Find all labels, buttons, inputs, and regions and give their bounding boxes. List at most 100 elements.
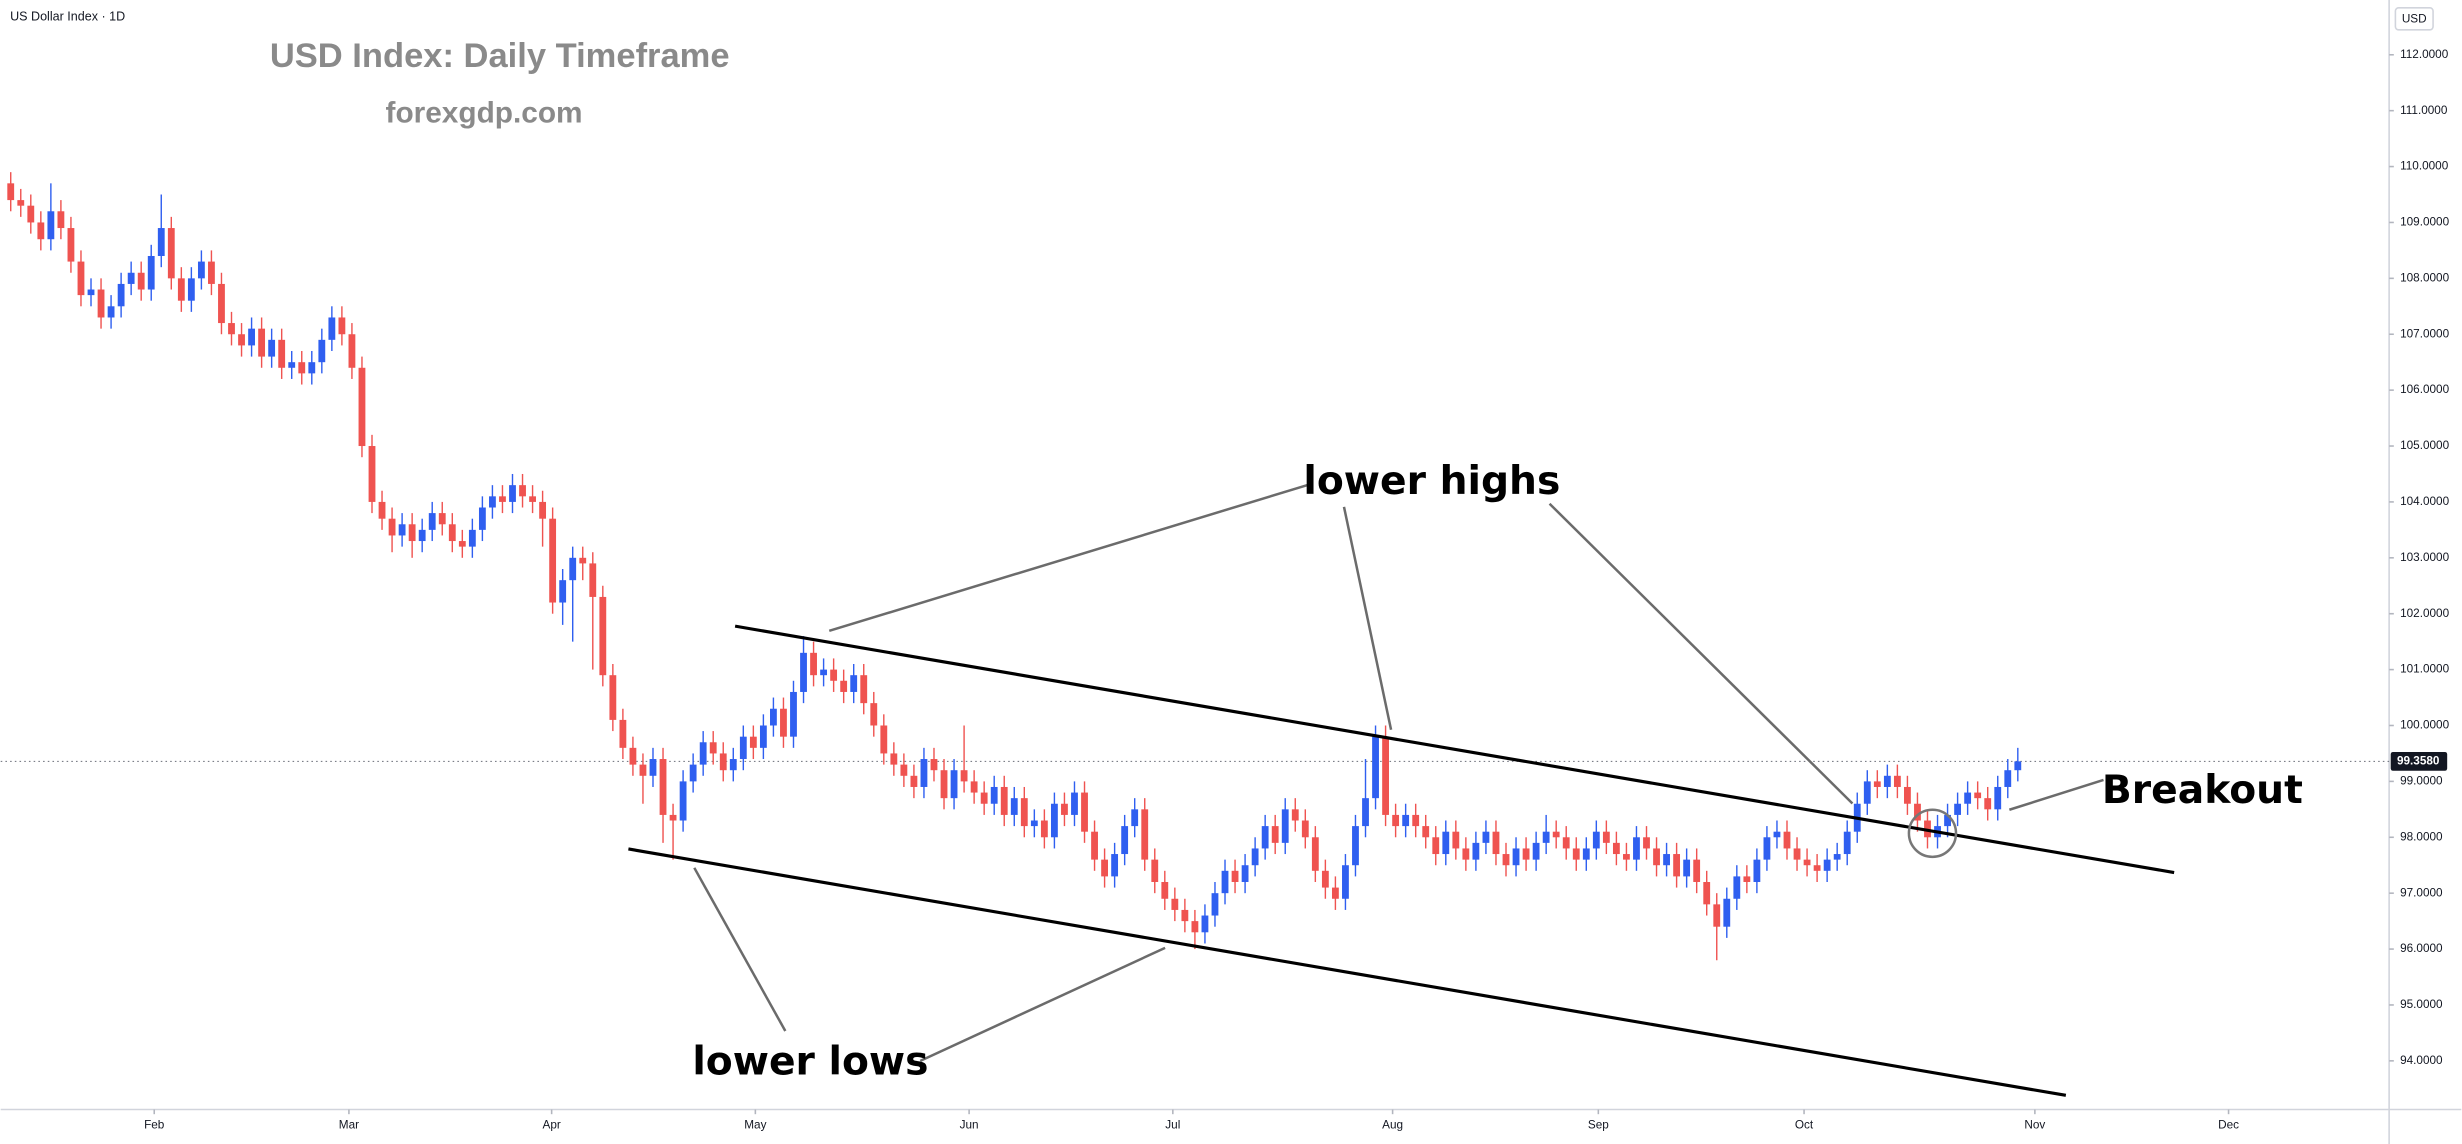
candle-body (900, 764, 908, 776)
candle-body (1201, 915, 1209, 933)
candle-body (358, 367, 366, 447)
candle-body (1984, 798, 1992, 810)
candle-body (489, 496, 496, 508)
candle-body (7, 183, 15, 201)
candle-body (97, 289, 105, 318)
candle-body (649, 759, 657, 776)
candle-body (629, 747, 637, 765)
candle-body (127, 272, 135, 284)
y-tick-label: 105.0000 (2400, 439, 2449, 452)
candle-body (780, 708, 787, 737)
candle-body (1050, 803, 1058, 838)
candle-body (609, 675, 617, 720)
y-tick-label: 101.0000 (2400, 663, 2449, 676)
candle-body (1863, 781, 1871, 804)
candle-body (47, 211, 55, 240)
candle-body (1010, 798, 1018, 815)
candle-body (1442, 831, 1450, 855)
candle-body (1813, 865, 1821, 871)
candle-body (1482, 831, 1490, 843)
candle-body (1773, 831, 1781, 838)
candle-body (1703, 881, 1711, 905)
candle-body (1763, 837, 1771, 860)
y-tick-label: 98.0000 (2400, 830, 2443, 843)
candle-body (1071, 792, 1078, 815)
candle-body (478, 507, 486, 530)
candle-body (770, 708, 777, 726)
candle-body (1372, 736, 1379, 799)
candle-body (1743, 876, 1751, 882)
candle-body (87, 289, 95, 296)
currency-box (2394, 7, 2434, 31)
candle-body (1392, 814, 1400, 827)
candle-body (1151, 859, 1159, 882)
candle-body (468, 529, 476, 547)
candle-body (1271, 826, 1279, 843)
candle-body (448, 524, 456, 542)
candle-body (1783, 831, 1791, 849)
y-tick-label: 106.0000 (2400, 383, 2449, 396)
candle-body (1673, 854, 1681, 877)
last-price-label: 99.3580 (2397, 754, 2440, 767)
candle-body (1612, 842, 1620, 855)
candle-body (509, 485, 516, 502)
candle-body (990, 786, 998, 804)
candle-body (1221, 870, 1229, 894)
candle-body (298, 362, 306, 374)
pointer-line (1548, 502, 1854, 805)
candle-body (870, 703, 878, 726)
candle-body (1683, 859, 1691, 877)
candle-body (1161, 881, 1169, 899)
candle-body (308, 362, 316, 374)
candle-body (67, 228, 75, 262)
candle-body (659, 759, 667, 815)
candle-body (569, 557, 577, 581)
candle-body (1502, 854, 1510, 866)
candle-body (27, 205, 35, 223)
candle-body (1301, 820, 1309, 838)
candle-body (1883, 775, 1891, 787)
candle-body (1602, 831, 1610, 843)
candle-body (1893, 775, 1901, 787)
candle-body (1462, 848, 1470, 860)
candle-body (1472, 842, 1480, 860)
candle-body (1552, 831, 1560, 838)
candle-body (1633, 837, 1640, 860)
y-tick-label: 110.0000 (2400, 160, 2449, 173)
candle-body (268, 339, 276, 357)
candle-body (368, 446, 376, 502)
candle-body (1291, 809, 1299, 821)
candle-body (318, 339, 326, 363)
candle-body (1101, 859, 1108, 877)
candle-body (1873, 781, 1881, 787)
x-tick-label: Apr (542, 1118, 560, 1131)
candle-body (288, 362, 296, 368)
candle-body (1081, 792, 1088, 832)
x-tick-label: May (744, 1118, 766, 1131)
candle-body (850, 675, 858, 692)
candle-body (137, 272, 145, 290)
y-tick-label: 96.0000 (2400, 942, 2443, 955)
candle-body (1733, 876, 1741, 899)
candle-body (689, 764, 697, 782)
candle-body (1402, 814, 1410, 827)
candle-body (800, 652, 807, 692)
candle-body (759, 725, 767, 748)
candle-body (378, 501, 386, 519)
candle-body (619, 719, 627, 748)
candle-body (57, 211, 65, 229)
y-tick-label: 99.0000 (2400, 774, 2443, 787)
candle-body (930, 759, 938, 771)
candle-body (1542, 831, 1550, 843)
chart-title: USD Index: Daily Timeframe (270, 37, 730, 75)
candle-body (1281, 809, 1289, 843)
candle-body (1321, 870, 1329, 888)
candle-body (348, 334, 356, 368)
candle-body (1994, 786, 2002, 810)
annotation: lower highs (1303, 459, 1560, 504)
candle-body (860, 675, 868, 704)
y-tick-label: 107.0000 (2400, 327, 2449, 340)
candle-body (519, 485, 526, 497)
candle-body (167, 228, 175, 279)
annotation: Breakout (2102, 768, 2303, 813)
